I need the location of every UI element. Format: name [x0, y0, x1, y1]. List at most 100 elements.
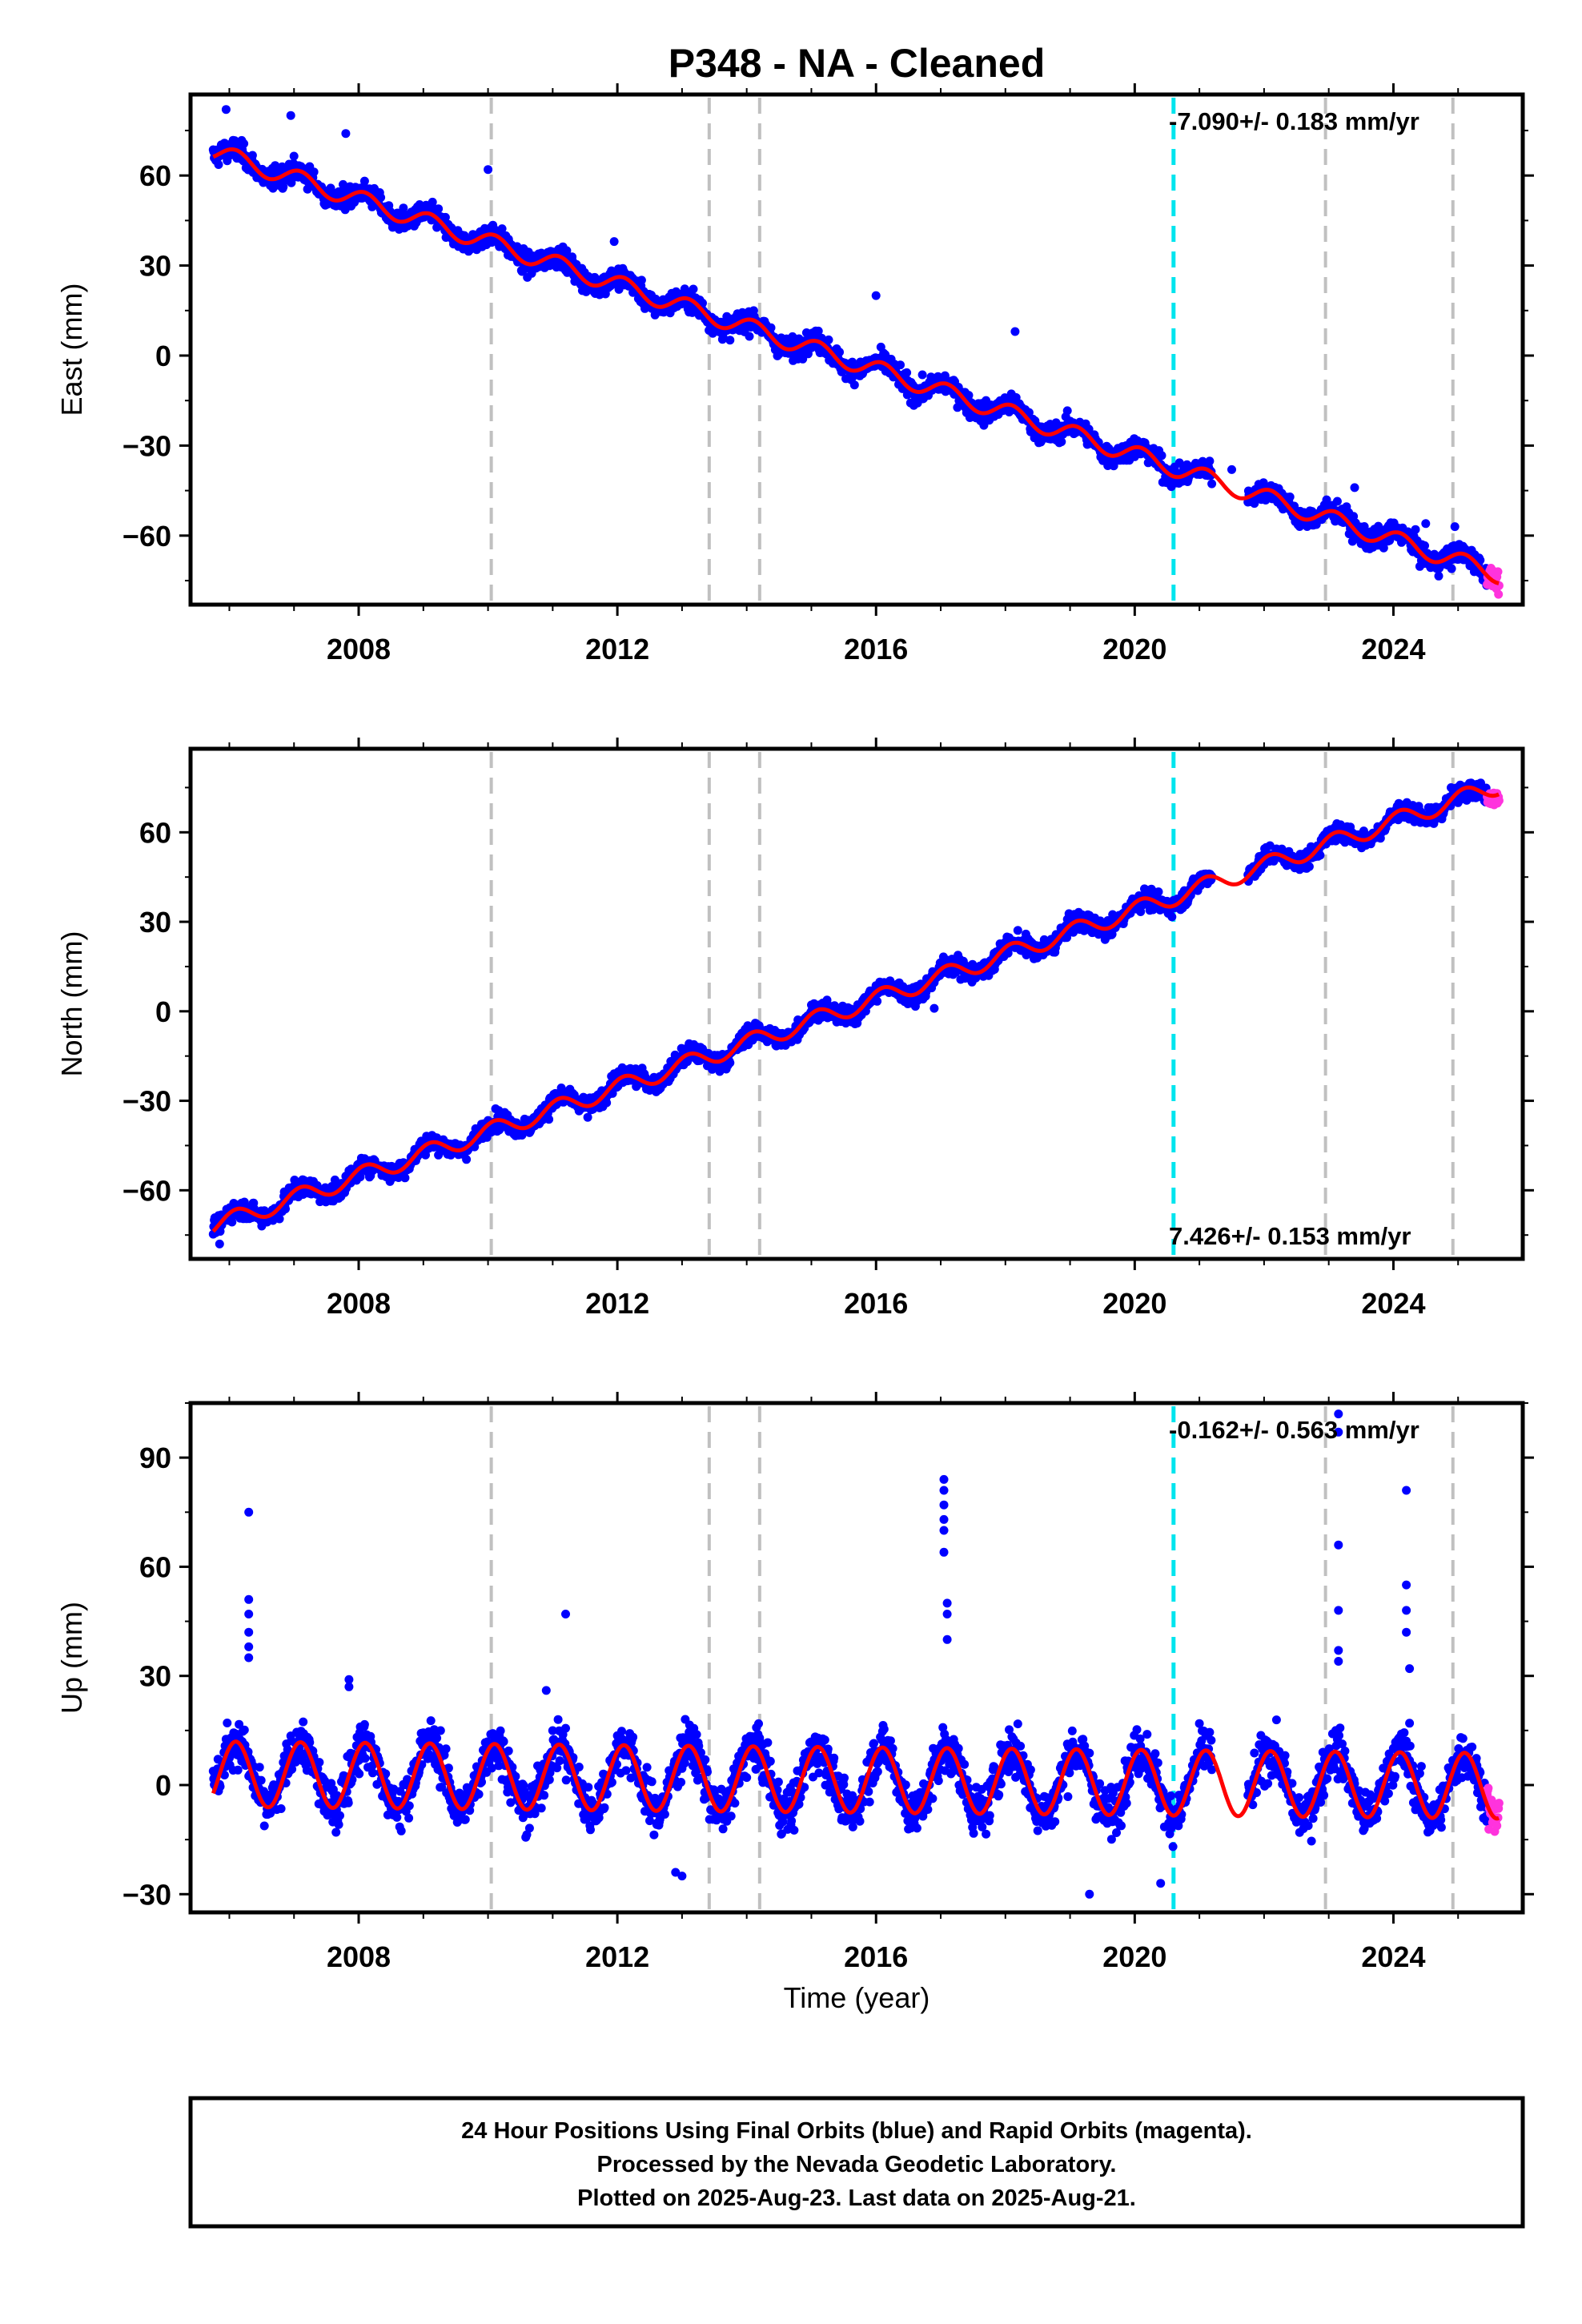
final-orbit-point: [1057, 437, 1066, 447]
final-orbit-point: [276, 1804, 286, 1813]
rate-label: -7.090+/- 0.183 mm/yr: [1169, 107, 1419, 135]
x-tick-label: 2016: [844, 633, 908, 665]
y-tick-label: 30: [139, 906, 171, 939]
y-tick-label: 60: [139, 816, 171, 849]
outlier-point: [1450, 522, 1460, 532]
outlier-point: [1227, 464, 1236, 474]
final-orbit-point: [896, 360, 905, 370]
y-tick-label: 60: [139, 159, 171, 192]
final-orbit-point: [835, 348, 844, 357]
outlier-point: [484, 165, 493, 175]
final-orbit-point: [1062, 406, 1072, 416]
y-tick-label: −30: [122, 1085, 171, 1118]
final-orbit-point: [440, 212, 450, 222]
x-tick-label: 2016: [844, 1287, 908, 1320]
final-orbit-point: [1304, 862, 1314, 871]
final-orbit-point: [309, 167, 319, 177]
panel-east: −60 −30 0 30 60 2008 2012 2016 2020 2024 East (mm)…: [55, 83, 1534, 665]
final-orbit-point: [766, 323, 776, 332]
outlier-point: [221, 105, 231, 115]
outlier-point: [341, 129, 351, 139]
y-tick-label: −30: [122, 429, 171, 462]
final-orbit-point: [1434, 571, 1443, 581]
final-orbit-point: [848, 357, 857, 367]
final-orbit-point: [544, 1115, 554, 1124]
final-orbit-point: [239, 1725, 249, 1735]
outlier-point: [215, 1239, 224, 1248]
final-orbit-point: [1157, 451, 1166, 460]
panels: −60 −30 0 30 60 2008 2012 2016 2020 2024 East (mm)…: [55, 83, 1534, 1973]
outlier-point: [871, 291, 881, 300]
final-orbit-point: [824, 335, 833, 344]
final-orbit-point: [1167, 912, 1177, 922]
final-orbit-point: [745, 332, 754, 341]
plot-title: P348 - NA - Cleaned: [669, 41, 1046, 86]
final-orbit-point: [873, 996, 882, 1006]
y-axis-label: East (mm): [55, 283, 88, 416]
final-orbit-point: [1207, 479, 1217, 489]
final-orbit-point: [339, 179, 347, 189]
final-orbit-point: [376, 193, 386, 203]
x-tick-label: 2008: [327, 633, 391, 665]
final-orbit-point: [214, 160, 223, 169]
rapid-orbit-point: [1493, 567, 1503, 577]
final-orbit-point: [1332, 497, 1342, 506]
final-orbit-point: [256, 1775, 266, 1785]
y-tick-label: 0: [155, 340, 171, 372]
y-tick-label: 0: [155, 995, 171, 1028]
final-orbit-point: [255, 1763, 264, 1772]
final-orbit-point: [636, 275, 646, 285]
x-tick-label: 2008: [327, 1287, 391, 1320]
final-orbit-point: [902, 368, 912, 377]
final-orbit-point: [271, 161, 280, 171]
final-orbit-point: [1285, 493, 1295, 501]
final-orbit-point: [689, 284, 698, 294]
final-orbit-point: [359, 176, 369, 186]
final-orbit-point: [813, 326, 823, 336]
final-orbit-point: [233, 1765, 243, 1775]
y-tick-label: −60: [122, 1174, 171, 1207]
final-orbit-point: [289, 151, 299, 161]
final-orbit-point: [247, 151, 257, 160]
outlier-point: [286, 111, 295, 120]
x-tick-label: 2020: [1102, 633, 1166, 665]
final-orbit-point: [849, 380, 859, 390]
final-orbit-point: [602, 1098, 612, 1108]
outlier-point: [930, 1003, 939, 1013]
final-orbit-point: [428, 197, 437, 207]
y-tick-label: −60: [122, 520, 171, 553]
final-orbit-point: [1013, 926, 1022, 935]
final-orbit-point: [1154, 887, 1163, 897]
final-orbit-point: [1205, 456, 1215, 466]
outlier-point: [1421, 519, 1431, 529]
data-points: [208, 105, 1504, 599]
final-orbit-point: [434, 204, 444, 214]
x-tick-label: 2012: [585, 1287, 649, 1320]
rate-label: 7.426+/- 0.153 mm/yr: [1169, 1222, 1411, 1250]
final-orbit-point: [1420, 541, 1429, 550]
rapid-orbit-point: [1494, 796, 1504, 806]
final-orbit-point: [917, 370, 927, 380]
x-tick-label: 2024: [1361, 633, 1425, 665]
final-orbit-point: [725, 336, 735, 345]
final-orbit-point: [223, 1719, 232, 1727]
outlier-point: [257, 1221, 267, 1231]
final-orbit-point: [1411, 525, 1420, 534]
outlier-point: [609, 237, 619, 247]
final-orbit-point: [399, 203, 408, 213]
rapid-orbit-point: [1494, 589, 1504, 599]
final-orbit-point: [239, 139, 249, 148]
final-orbit-point: [562, 246, 572, 255]
y-axis-label: North (mm): [55, 931, 88, 1077]
x-tick-label: 2012: [585, 633, 649, 665]
final-orbit-point: [462, 1155, 472, 1164]
final-orbit-point: [497, 224, 507, 234]
y-tick-label: 30: [139, 250, 171, 283]
x-tick-label: 2024: [1361, 1287, 1425, 1320]
outlier-point: [1350, 483, 1359, 493]
outlier-point: [1010, 327, 1020, 336]
x-tick-label: 2020: [1102, 1287, 1166, 1320]
final-orbit-point: [259, 1821, 269, 1831]
